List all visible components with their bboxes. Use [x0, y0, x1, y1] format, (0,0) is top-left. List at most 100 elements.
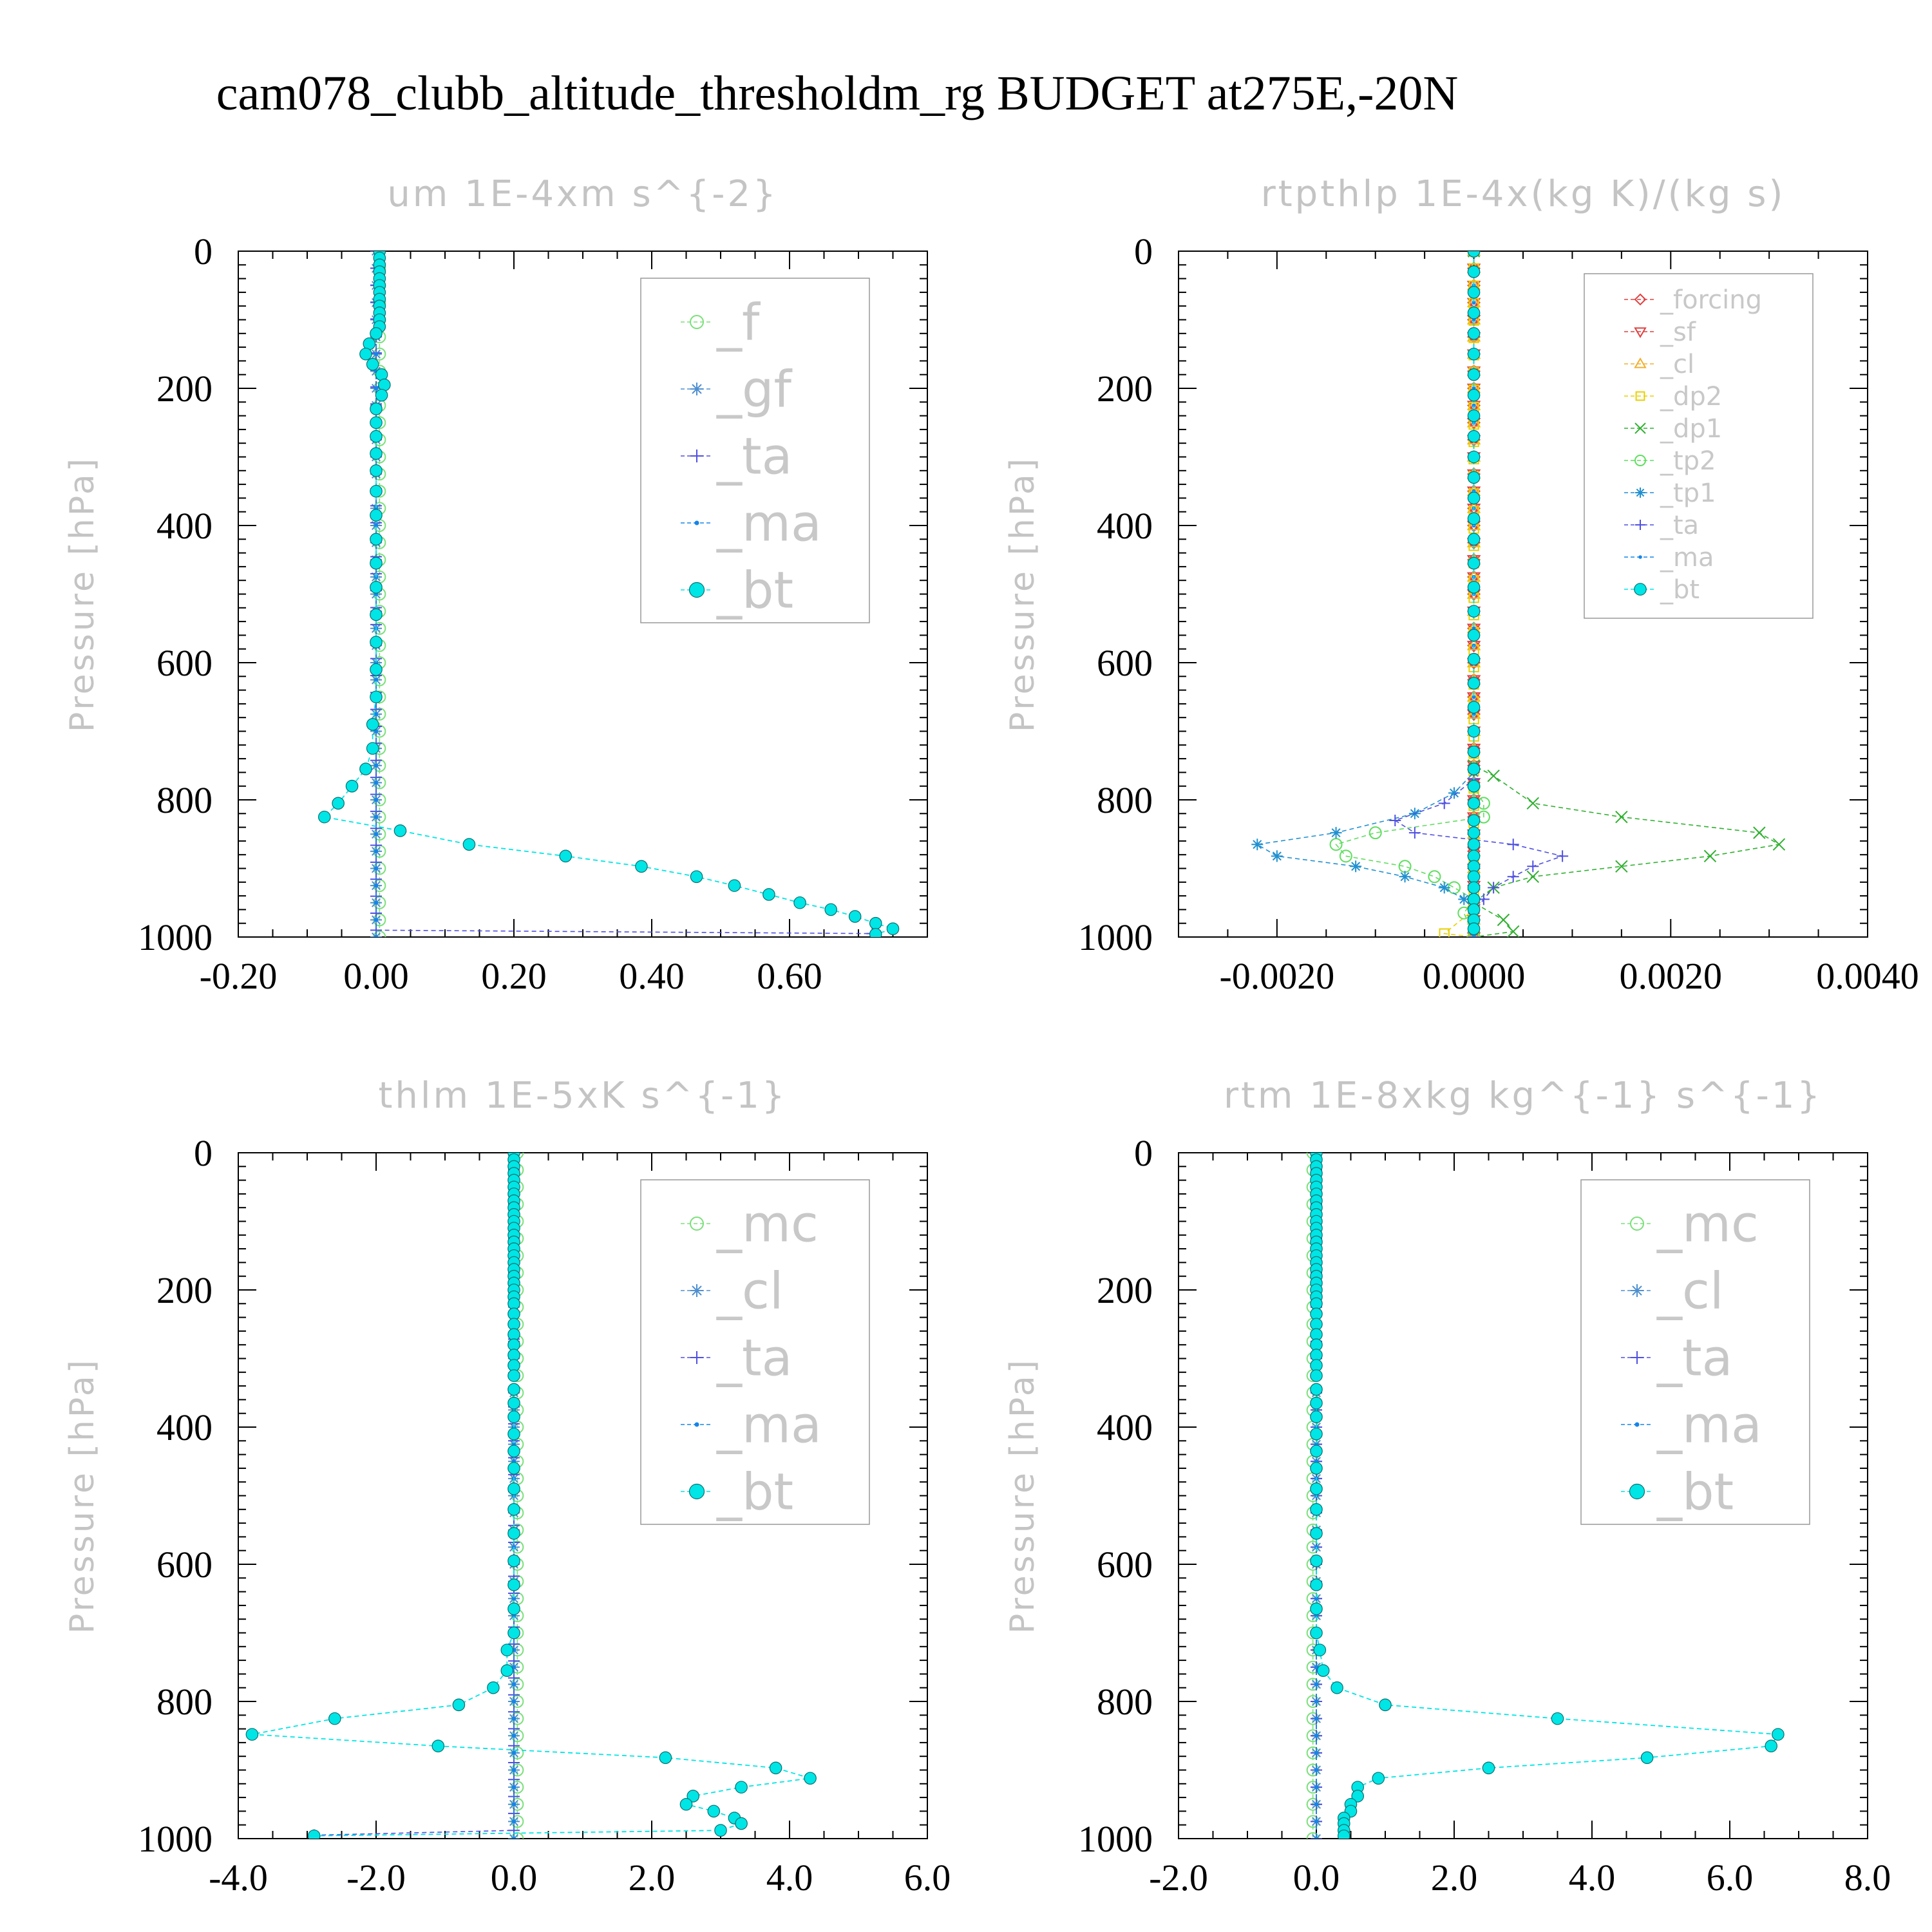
- data-point: [1467, 724, 1481, 738]
- data-point: [1310, 1602, 1323, 1616]
- legend-marker: [688, 582, 705, 598]
- data-point: [1314, 1665, 1319, 1669]
- data-point: [359, 762, 372, 775]
- legend-label: _ma: [716, 1396, 822, 1454]
- series-group: [1251, 251, 1786, 937]
- y-tick-label: 1000: [138, 916, 213, 958]
- data-point: [1331, 1681, 1343, 1694]
- data-point: [507, 1527, 520, 1540]
- data-point: [1467, 533, 1481, 546]
- x-tick-label: 4.0: [1569, 1857, 1616, 1899]
- data-point: [452, 1698, 466, 1712]
- data-point: [1472, 934, 1476, 937]
- data-point: [370, 663, 383, 676]
- data-point: [487, 1681, 500, 1694]
- data-point: [1467, 605, 1481, 618]
- data-point: [1467, 491, 1481, 505]
- legend-marker: [690, 1351, 703, 1364]
- data-point: [366, 718, 379, 731]
- y-tick-label: 0: [194, 1132, 213, 1174]
- legend-label: _ma: [716, 495, 822, 553]
- data-point: [1467, 629, 1481, 642]
- data-point: [370, 608, 383, 621]
- data-point: [511, 1665, 516, 1669]
- data-point: [1467, 327, 1481, 340]
- data-point: [245, 1728, 259, 1741]
- x-tick-label: 8.0: [1844, 1857, 1891, 1899]
- data-point: [1487, 770, 1500, 782]
- data-point: [1314, 1802, 1319, 1806]
- legend-label: _dp1: [1660, 414, 1722, 444]
- data-point: [374, 918, 379, 922]
- data-point: [1466, 572, 1481, 584]
- x-tick-label: 2.0: [629, 1857, 676, 1899]
- x-tick-label: 0.00: [343, 955, 409, 997]
- y-tick-label: 400: [156, 1406, 213, 1448]
- data-point: [511, 1768, 516, 1772]
- y-tick-label: 400: [156, 505, 213, 547]
- data-point: [1467, 265, 1481, 278]
- legend-label: _ta: [716, 428, 792, 486]
- data-point: [1507, 838, 1519, 851]
- data-point: [1314, 1836, 1319, 1839]
- data-point: [374, 849, 379, 854]
- data-point: [370, 509, 383, 522]
- data-point: [735, 1817, 748, 1830]
- data-point: [370, 636, 383, 649]
- data-point: [1772, 838, 1786, 851]
- legend-marker: [690, 1217, 704, 1231]
- data-point: [1314, 1716, 1319, 1721]
- y-tick-label: 200: [1097, 368, 1153, 410]
- data-point: [507, 1369, 520, 1382]
- data-point: [1306, 1832, 1320, 1839]
- data-point: [1467, 762, 1481, 775]
- data-point: [366, 357, 379, 371]
- y-tick-label: 600: [1097, 1544, 1153, 1586]
- x-tick-label: -2.0: [346, 1857, 406, 1899]
- chart-panel-1: um 1E-4xm s^{-2} Pressure [hPa] 0 200 400 600…: [63, 173, 928, 997]
- data-point: [1338, 1829, 1350, 1839]
- data-point: [1615, 810, 1628, 824]
- legend-label: _ma: [1656, 1396, 1762, 1454]
- data-point: [507, 1578, 520, 1591]
- data-point: [1310, 1396, 1323, 1410]
- data-point: [374, 677, 379, 682]
- data-point: [1467, 251, 1481, 258]
- data-point: [511, 1734, 516, 1738]
- series-group: [245, 1153, 817, 1839]
- data-point: [317, 810, 331, 824]
- data-point: [370, 416, 383, 430]
- data-point: [1314, 1750, 1319, 1756]
- data-point: [1482, 1761, 1495, 1775]
- legend-marker: [688, 1483, 705, 1500]
- data-point: [462, 838, 476, 851]
- data-point: [714, 1824, 727, 1837]
- series-line-tp1: [1255, 251, 1475, 937]
- data-point: [374, 523, 379, 528]
- y-tick-label: 200: [156, 368, 213, 410]
- y-tick-label: 0: [1134, 1132, 1153, 1174]
- data-point: [1467, 471, 1481, 484]
- data-point: [1467, 581, 1481, 594]
- data-point: [507, 1444, 520, 1458]
- x-tick-label: 6.0: [904, 1857, 951, 1899]
- legend-label: _bt: [716, 1463, 793, 1521]
- data-point: [374, 712, 379, 717]
- data-point: [1310, 1383, 1323, 1396]
- data-point: [511, 1819, 516, 1824]
- panel-title: rtpthlp 1E-4x(kg K)/(kg s): [1261, 173, 1786, 215]
- data-point: [500, 1643, 514, 1656]
- panel-title: um 1E-4xm s^{-2}: [387, 173, 778, 215]
- data-point: [374, 934, 379, 937]
- data-point: [1398, 860, 1412, 873]
- data-point: [659, 1751, 672, 1765]
- data-point: [374, 797, 379, 802]
- data-point: [1351, 1790, 1364, 1803]
- legend-label: _sf: [1660, 317, 1696, 347]
- data-point: [1314, 1682, 1319, 1687]
- data-point: [370, 556, 383, 570]
- data-point: [1467, 870, 1481, 884]
- data-point: [1310, 1626, 1323, 1640]
- data-point: [1753, 826, 1766, 839]
- data-point: [370, 327, 383, 340]
